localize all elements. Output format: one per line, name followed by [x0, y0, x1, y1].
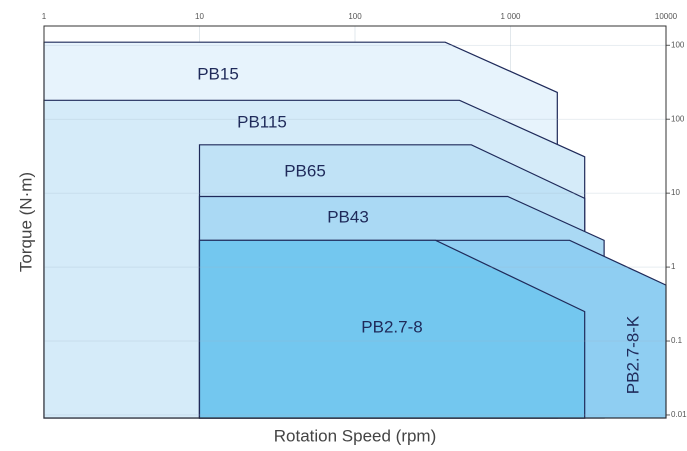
x-tick-label: 1 [42, 12, 47, 21]
x-tick-label: 100 [348, 12, 362, 21]
x-tick-label: 10000 [655, 12, 678, 21]
region-label: PB65 [284, 161, 326, 180]
x-tick-label: 10 [195, 12, 204, 21]
y-tick-label: 0.1 [671, 336, 683, 345]
x-axis-label: Rotation Speed (rpm) [274, 426, 437, 445]
y-tick-label: 1 [671, 262, 676, 271]
y-tick-label: 100 [671, 114, 685, 123]
region-label: PB2.7-8-K [623, 315, 642, 394]
plot-frame [43, 25, 667, 419]
y-tick-label: 10 [671, 188, 680, 197]
y-tick-label: 0.01 [671, 410, 687, 419]
y-tick-label: 100 [671, 40, 685, 49]
region-label: PB2.7-8 [361, 317, 422, 336]
region-label: PB115 [237, 112, 287, 131]
x-tick-label: 1 000 [500, 12, 521, 21]
region-label: PB15 [197, 64, 239, 83]
y-axis-label: Torque (N·m) [16, 172, 35, 272]
region-label: PB43 [327, 207, 369, 226]
